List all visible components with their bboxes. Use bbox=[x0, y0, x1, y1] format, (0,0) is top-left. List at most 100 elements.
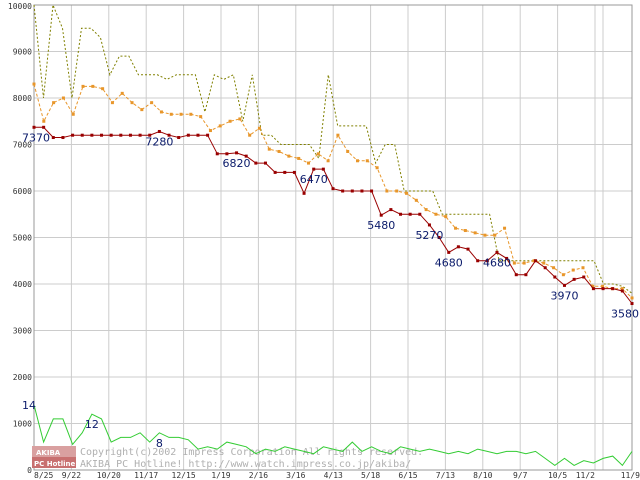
point-label: 4680 bbox=[435, 256, 463, 269]
data-point-min bbox=[514, 273, 518, 277]
data-point-avg bbox=[552, 266, 556, 270]
y-tick-label: 5000 bbox=[13, 234, 32, 243]
point-labels: 7370 7280 6820 6470 5480 5270 4680 4680 3970 3580… bbox=[22, 131, 639, 450]
x-tick-label: 6/15 bbox=[398, 471, 417, 480]
data-point-min bbox=[591, 287, 595, 291]
data-point-min bbox=[244, 154, 248, 158]
x-tick-label: 11/2 bbox=[576, 471, 595, 480]
data-point-avg bbox=[444, 215, 448, 219]
data-point-min bbox=[418, 212, 422, 216]
y-tick-label: 4000 bbox=[13, 280, 32, 289]
data-point-min bbox=[196, 133, 200, 137]
data-point-avg bbox=[277, 149, 281, 153]
point-label: 3580 bbox=[611, 308, 639, 321]
data-point-avg bbox=[297, 156, 301, 160]
data-point-min bbox=[225, 152, 229, 156]
data-point-min bbox=[476, 259, 480, 263]
data-point-avg bbox=[385, 189, 389, 193]
data-point-avg bbox=[287, 154, 291, 158]
data-point-avg bbox=[120, 91, 124, 95]
data-point-avg bbox=[189, 112, 193, 116]
data-point-min bbox=[505, 256, 509, 260]
data-point-min bbox=[331, 187, 335, 191]
data-point-min bbox=[186, 133, 190, 137]
x-tick-label: 11/9 bbox=[621, 471, 640, 480]
data-point-min bbox=[427, 223, 431, 227]
data-point-avg bbox=[248, 133, 252, 137]
x-tick-label: 7/13 bbox=[436, 471, 455, 480]
series-lines bbox=[32, 4, 634, 467]
point-label: 8 bbox=[156, 437, 163, 450]
y-tick-label: 7000 bbox=[13, 141, 32, 150]
data-point-min bbox=[582, 275, 586, 279]
x-tick-label: 2/16 bbox=[249, 471, 268, 480]
data-point-avg bbox=[91, 84, 95, 88]
data-point-avg bbox=[228, 119, 232, 123]
data-point-min bbox=[485, 259, 489, 263]
data-point-avg bbox=[306, 161, 310, 165]
data-point-avg bbox=[169, 112, 173, 116]
data-point-avg bbox=[434, 212, 438, 216]
data-point-avg bbox=[375, 166, 379, 170]
data-point-avg bbox=[414, 198, 418, 202]
data-point-avg bbox=[257, 126, 261, 130]
data-point-min bbox=[456, 245, 460, 249]
data-point-avg bbox=[483, 233, 487, 237]
y-tick-label: 0 bbox=[27, 466, 32, 475]
data-point-avg bbox=[238, 117, 242, 121]
data-point-avg bbox=[356, 159, 360, 163]
x-tick-label: 8/10 bbox=[473, 471, 492, 480]
data-point-avg bbox=[601, 284, 605, 288]
x-tick-label: 9/7 bbox=[513, 471, 528, 480]
data-point-avg bbox=[267, 147, 271, 151]
data-point-avg bbox=[218, 124, 222, 128]
data-point-avg bbox=[591, 284, 595, 288]
data-point-min bbox=[100, 133, 104, 137]
data-point-min bbox=[350, 189, 354, 193]
data-point-min bbox=[379, 213, 383, 217]
watermark: AKIBA PC Hotline! Copyright(c)2002 Impre… bbox=[32, 446, 423, 470]
point-label: 5270 bbox=[415, 229, 443, 242]
data-point-min bbox=[399, 212, 403, 216]
point-label: 4680 bbox=[483, 256, 511, 269]
data-point-avg bbox=[208, 129, 212, 133]
data-point-avg bbox=[493, 233, 497, 237]
data-point-min bbox=[370, 189, 374, 193]
data-point-avg bbox=[512, 261, 516, 265]
data-point-avg bbox=[522, 261, 526, 265]
data-point-min bbox=[32, 125, 36, 129]
data-point-min bbox=[466, 247, 470, 251]
watermark-badge-top bbox=[32, 446, 76, 457]
x-axis-ticks: 8/25 9/22 10/20 11/17 12/15 1/19 2/16 3/16 4/13 5… bbox=[34, 471, 640, 480]
data-point-min bbox=[601, 287, 605, 291]
data-point-min bbox=[138, 133, 142, 137]
data-point-avg bbox=[424, 208, 428, 212]
data-point-avg bbox=[542, 261, 546, 265]
plot-frame bbox=[33, 4, 633, 471]
data-point-avg bbox=[620, 287, 624, 291]
data-point-min bbox=[80, 133, 84, 137]
data-point-min bbox=[572, 277, 576, 281]
data-point-min bbox=[408, 212, 412, 216]
data-point-avg bbox=[630, 296, 634, 300]
data-point-min bbox=[562, 283, 566, 287]
x-tick-label: 8/25 bbox=[34, 471, 53, 480]
data-point-min bbox=[51, 136, 55, 140]
data-point-avg bbox=[81, 84, 85, 88]
data-point-min bbox=[148, 133, 152, 137]
data-point-min bbox=[119, 133, 123, 137]
data-point-avg bbox=[199, 115, 203, 119]
point-label: 7280 bbox=[145, 135, 173, 148]
data-point-min bbox=[341, 189, 345, 193]
data-point-avg bbox=[336, 133, 340, 137]
point-label: 6820 bbox=[223, 157, 251, 170]
data-point-min bbox=[128, 133, 132, 137]
point-label: 14 bbox=[22, 399, 36, 412]
x-tick-label: 11/17 bbox=[134, 471, 158, 480]
y-axis-ticks: 0 1000 2000 3000 4000 5000 6000 7000 8000 9000 100… bbox=[8, 2, 32, 475]
series-line-avg bbox=[33, 83, 633, 299]
x-tick-label: 10/20 bbox=[97, 471, 121, 480]
point-label: 5480 bbox=[367, 219, 395, 232]
